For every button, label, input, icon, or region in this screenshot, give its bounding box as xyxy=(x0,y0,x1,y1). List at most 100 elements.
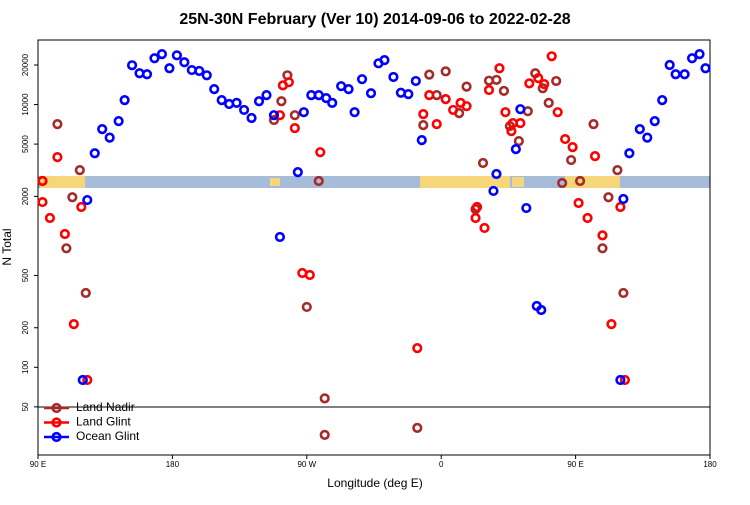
point xyxy=(80,287,91,299)
point xyxy=(418,120,429,131)
point xyxy=(119,95,130,106)
point xyxy=(664,59,675,71)
legend-marker xyxy=(51,402,62,414)
point xyxy=(615,374,626,386)
point xyxy=(292,167,303,178)
point xyxy=(82,194,93,206)
point xyxy=(618,193,629,205)
point xyxy=(612,164,623,176)
x-tick-label: 180 xyxy=(166,460,180,469)
point xyxy=(126,60,138,71)
point xyxy=(424,90,435,101)
point xyxy=(557,177,568,189)
point xyxy=(546,51,557,62)
point xyxy=(97,124,108,135)
point xyxy=(52,118,63,130)
point xyxy=(597,243,608,254)
point xyxy=(276,96,287,107)
point xyxy=(543,97,554,108)
point xyxy=(479,222,490,234)
point xyxy=(238,104,250,116)
point xyxy=(670,69,681,80)
plot-frame xyxy=(37,39,711,456)
point xyxy=(700,63,711,74)
point xyxy=(649,116,660,127)
point xyxy=(104,132,115,143)
point xyxy=(560,133,571,145)
point xyxy=(156,49,168,60)
y-tick-label: 20000 xyxy=(21,53,30,76)
point xyxy=(461,101,472,112)
point xyxy=(536,304,547,316)
point xyxy=(37,196,48,208)
point xyxy=(246,112,257,124)
point xyxy=(513,135,524,147)
point xyxy=(498,85,510,97)
point xyxy=(412,343,423,354)
point xyxy=(624,148,635,159)
point xyxy=(515,104,526,115)
x-tick-label: 0 xyxy=(439,460,444,469)
point xyxy=(67,192,78,203)
y-axis-label: N Total xyxy=(0,228,14,265)
point xyxy=(500,107,511,118)
point xyxy=(164,63,175,74)
point xyxy=(403,89,414,100)
point xyxy=(298,107,309,118)
point xyxy=(657,95,668,106)
point xyxy=(552,107,563,118)
point xyxy=(268,114,280,126)
point xyxy=(448,104,459,116)
point xyxy=(283,77,294,88)
legend-marker xyxy=(51,417,62,428)
point xyxy=(343,84,354,95)
y-tick-label: 200 xyxy=(21,321,30,335)
point xyxy=(470,212,481,224)
point xyxy=(574,175,586,187)
x-tick-label: 90 E xyxy=(30,460,46,469)
point xyxy=(566,154,577,166)
point xyxy=(231,97,242,108)
point xyxy=(274,231,286,243)
legend-label: Ocean Glint xyxy=(76,429,140,443)
point xyxy=(642,132,653,143)
point xyxy=(194,65,205,77)
y-tick-label: 500 xyxy=(21,268,30,282)
point xyxy=(521,202,532,214)
point xyxy=(179,57,190,68)
point xyxy=(582,212,593,224)
point xyxy=(603,192,614,203)
point xyxy=(412,422,423,433)
point xyxy=(141,69,153,80)
point xyxy=(506,125,517,137)
point xyxy=(253,96,265,107)
point xyxy=(533,72,544,84)
point xyxy=(440,66,451,77)
point xyxy=(618,287,629,299)
point xyxy=(171,50,182,61)
point xyxy=(410,75,421,87)
point xyxy=(77,374,88,386)
point xyxy=(289,122,300,134)
x-tick-label: 90 E xyxy=(567,460,583,469)
point xyxy=(349,107,360,118)
point xyxy=(216,95,227,106)
x-tick-label: 90 W xyxy=(297,460,316,469)
point xyxy=(510,144,521,155)
point xyxy=(301,301,312,313)
point xyxy=(379,54,390,66)
point xyxy=(597,230,608,241)
point xyxy=(315,147,326,158)
point xyxy=(68,319,79,330)
point xyxy=(37,175,48,187)
point xyxy=(356,74,368,85)
point xyxy=(573,197,584,209)
point xyxy=(615,201,626,213)
point xyxy=(89,148,100,159)
point xyxy=(201,70,212,81)
map-strip xyxy=(38,176,710,188)
point xyxy=(461,81,472,92)
point xyxy=(113,116,124,127)
point xyxy=(82,374,93,386)
